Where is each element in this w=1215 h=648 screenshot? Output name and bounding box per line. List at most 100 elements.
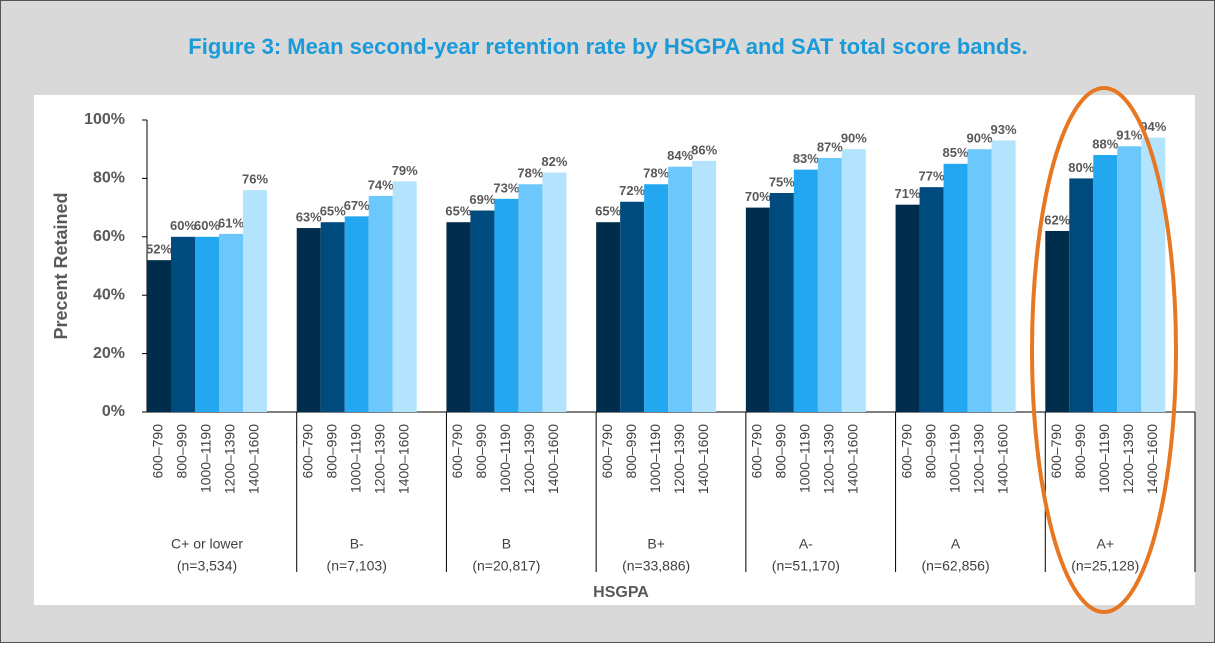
group-count: (n=33,886) bbox=[622, 558, 690, 574]
group-label: C+ or lower bbox=[171, 536, 243, 552]
band-label: 1000–1190 bbox=[198, 424, 214, 493]
band-label: 1200–1390 bbox=[371, 424, 387, 494]
data-label: 78% bbox=[517, 166, 543, 181]
band-label: 600–790 bbox=[449, 424, 465, 479]
bar bbox=[296, 228, 321, 412]
bar bbox=[1141, 137, 1166, 412]
bar bbox=[692, 160, 717, 412]
band-label: 800–990 bbox=[1072, 424, 1088, 479]
data-label: 93% bbox=[991, 122, 1017, 137]
band-label: 600–790 bbox=[898, 424, 914, 479]
band-label: 600–790 bbox=[749, 424, 765, 479]
data-label: 75% bbox=[769, 174, 795, 189]
data-label: 73% bbox=[493, 180, 519, 195]
band-label: 1000–1190 bbox=[647, 424, 663, 493]
band-label: 800–990 bbox=[623, 424, 639, 479]
group-label: A+ bbox=[1097, 536, 1115, 552]
data-label: 77% bbox=[919, 169, 945, 184]
bar bbox=[1069, 178, 1094, 412]
data-label: 52% bbox=[146, 242, 172, 257]
y-tick-label: 60% bbox=[93, 228, 125, 245]
band-label: 1400–1600 bbox=[545, 424, 561, 494]
data-label: 76% bbox=[242, 172, 268, 187]
band-label: 1400–1600 bbox=[845, 424, 861, 494]
data-label: 82% bbox=[541, 154, 567, 169]
band-label: 1200–1390 bbox=[970, 424, 986, 494]
data-label: 65% bbox=[445, 204, 471, 219]
y-tick-label: 0% bbox=[102, 403, 125, 420]
bar bbox=[919, 187, 944, 412]
bar bbox=[446, 222, 471, 412]
data-label: 78% bbox=[643, 166, 669, 181]
y-tick-label: 80% bbox=[93, 170, 125, 187]
data-label: 71% bbox=[895, 186, 921, 201]
band-label: 1400–1600 bbox=[395, 424, 411, 494]
data-label: 85% bbox=[943, 145, 969, 160]
data-label: 87% bbox=[817, 139, 843, 154]
band-label: 600–790 bbox=[150, 424, 166, 479]
data-label: 63% bbox=[296, 209, 322, 224]
data-label: 91% bbox=[1116, 128, 1142, 143]
data-label: 84% bbox=[667, 148, 693, 163]
band-label: 1000–1190 bbox=[797, 424, 813, 493]
band-label: 800–990 bbox=[773, 424, 789, 479]
bar bbox=[745, 207, 770, 412]
data-label: 83% bbox=[793, 151, 819, 166]
group-count: (n=25,128) bbox=[1071, 558, 1139, 574]
bar bbox=[991, 140, 1016, 412]
data-label: 80% bbox=[1068, 160, 1094, 175]
band-label: 600–790 bbox=[1048, 424, 1064, 479]
band-label: 1000–1190 bbox=[347, 424, 363, 493]
group-label: B bbox=[502, 536, 511, 552]
data-label: 62% bbox=[1044, 212, 1070, 227]
band-label: 1400–1600 bbox=[1144, 424, 1160, 494]
bar bbox=[1117, 146, 1142, 412]
band-label: 1000–1190 bbox=[946, 424, 962, 493]
bar bbox=[392, 181, 417, 412]
data-label: 67% bbox=[344, 198, 370, 213]
data-label: 60% bbox=[194, 218, 220, 233]
data-label: 74% bbox=[368, 177, 394, 192]
bar bbox=[668, 166, 693, 412]
bar bbox=[320, 222, 345, 412]
band-label: 1400–1600 bbox=[994, 424, 1010, 494]
bar bbox=[195, 236, 219, 412]
group-count: (n=7,103) bbox=[327, 558, 387, 574]
band-label: 1000–1190 bbox=[1096, 424, 1112, 493]
marks: 0% 20% 40% 60% 80% 100% C+ or lower (n=3,534) 52… bbox=[84, 111, 1196, 574]
band-label: 1200–1390 bbox=[1120, 424, 1136, 494]
data-label: 88% bbox=[1092, 136, 1118, 151]
band-label: 800–990 bbox=[473, 424, 489, 479]
bar bbox=[769, 193, 794, 412]
band-label: 1200–1390 bbox=[222, 424, 238, 494]
band-label: 1200–1390 bbox=[821, 424, 837, 494]
band-label: 1400–1600 bbox=[246, 424, 262, 494]
bar bbox=[518, 184, 543, 412]
x-axis-title: HSGPA bbox=[593, 584, 649, 601]
bar bbox=[470, 210, 495, 412]
data-label: 65% bbox=[595, 204, 621, 219]
band-label: 1400–1600 bbox=[695, 424, 711, 494]
bar bbox=[793, 169, 818, 412]
data-label: 90% bbox=[967, 131, 993, 146]
band-label: 1200–1390 bbox=[671, 424, 687, 494]
y-axis-title: Precent Retained bbox=[51, 192, 71, 339]
bar bbox=[644, 184, 669, 412]
data-label: 72% bbox=[619, 183, 645, 198]
data-label: 86% bbox=[691, 142, 717, 157]
bar bbox=[147, 260, 171, 412]
band-label: 600–790 bbox=[299, 424, 315, 479]
data-label: 79% bbox=[392, 163, 418, 178]
group-count: (n=3,534) bbox=[177, 558, 237, 574]
bar bbox=[171, 236, 195, 412]
chart-title: Figure 3: Mean second-year retention rat… bbox=[188, 34, 1027, 59]
y-tick-label: 40% bbox=[93, 286, 125, 303]
y-tick-label: 100% bbox=[84, 111, 125, 128]
bar bbox=[243, 190, 267, 412]
bar bbox=[344, 216, 369, 412]
group-label: A bbox=[951, 536, 961, 552]
data-label: 61% bbox=[218, 215, 244, 230]
group-count: (n=62,856) bbox=[922, 558, 990, 574]
bar bbox=[596, 222, 621, 412]
